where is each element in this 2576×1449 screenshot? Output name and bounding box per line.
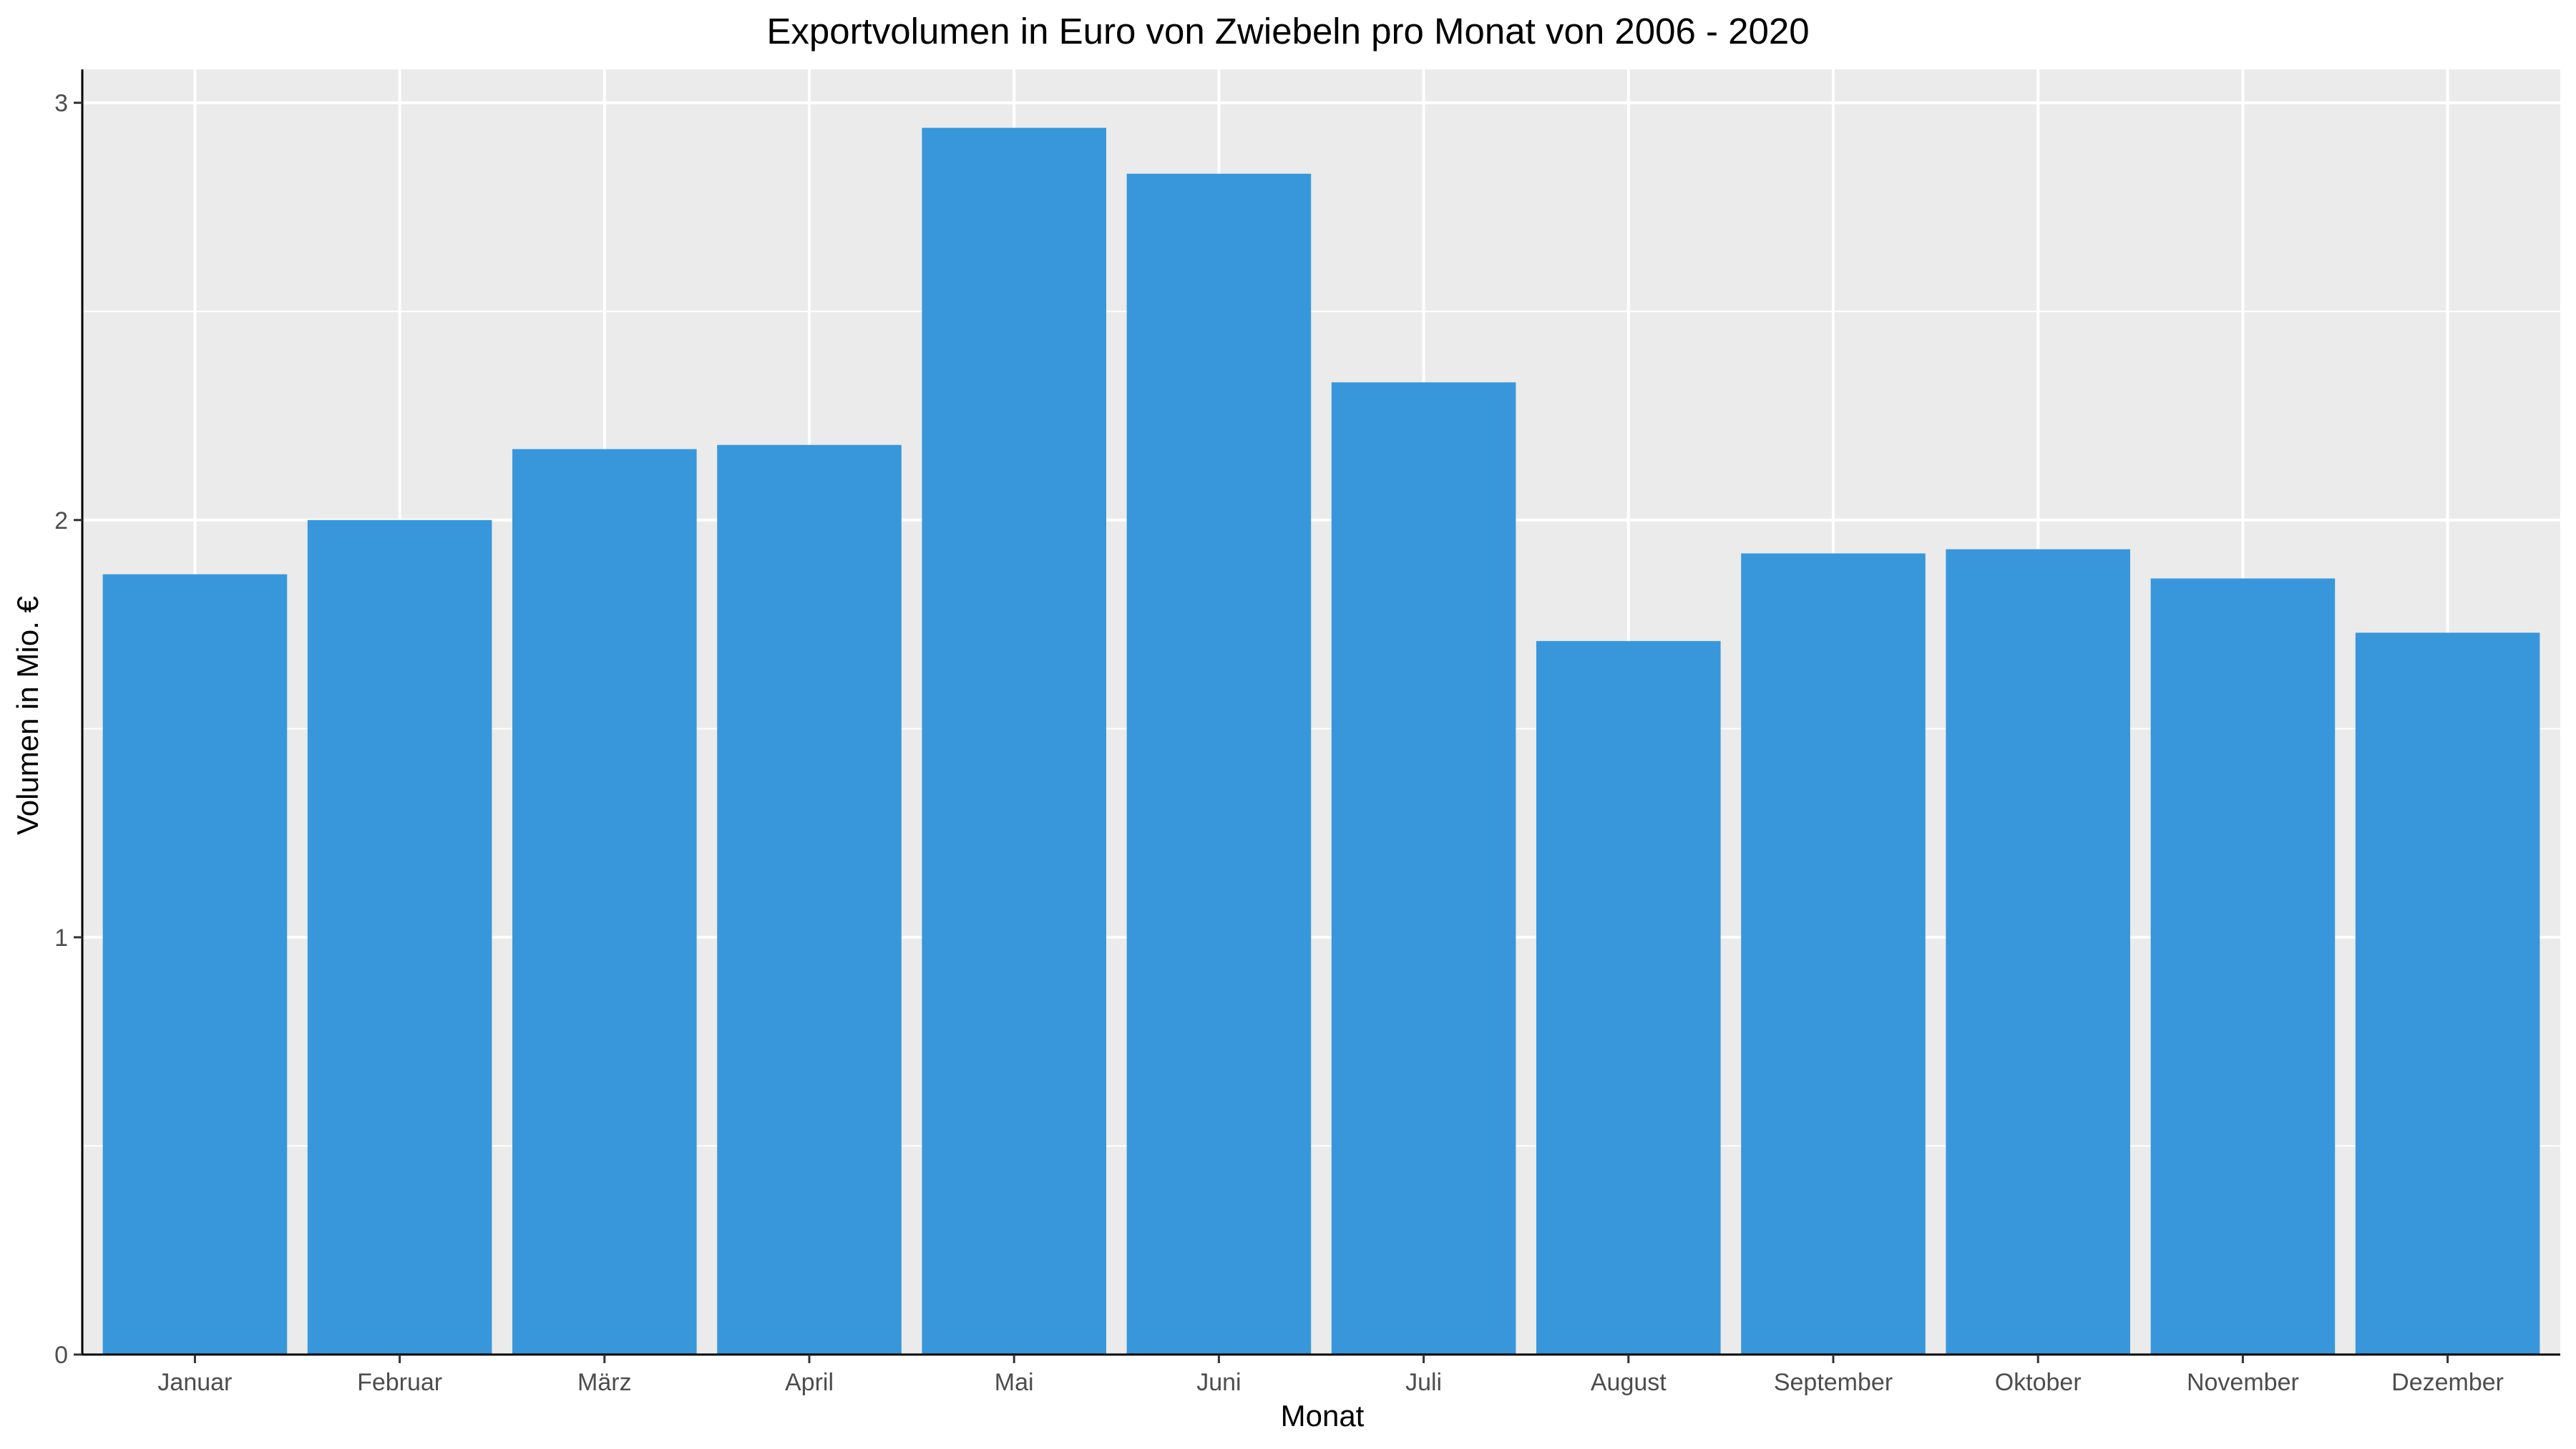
x-axis-title: Monat — [1281, 1399, 1365, 1433]
x-tick-label: Juli — [1405, 1369, 1442, 1396]
y-axis-ticks: 0 1 2 3 — [54, 90, 82, 1369]
bar-april — [717, 444, 902, 1355]
y-tick-label: 1 — [54, 924, 68, 952]
bar-januar — [102, 574, 288, 1355]
bar-juni — [1126, 173, 1312, 1355]
chart-title: Exportvolumen in Euro von Zwiebeln pro M… — [766, 11, 1809, 52]
bar-september — [1741, 553, 1926, 1355]
minor-gridlines — [82, 311, 2560, 1147]
y-tick-label: 0 — [54, 1342, 68, 1369]
plot-panel — [82, 69, 2560, 1355]
x-tick-label: Januar — [157, 1369, 232, 1396]
x-tick-label: Oktober — [1995, 1369, 2082, 1396]
y-tick-label: 2 — [54, 507, 68, 535]
axes — [81, 69, 2560, 1356]
x-tick-label: April — [785, 1369, 834, 1396]
bar-mai — [922, 127, 1106, 1355]
x-tick-label: März — [577, 1369, 632, 1396]
x-axis-ticks: Januar Februar März April Mai Juni Juli August S… — [157, 1355, 2504, 1396]
bars — [102, 127, 2540, 1355]
x-tick-label: Juni — [1196, 1369, 1241, 1396]
bar-august — [1536, 640, 1721, 1355]
bar-märz — [512, 449, 697, 1355]
bar-november — [2150, 578, 2336, 1355]
x-tick-label: November — [2187, 1369, 2299, 1396]
x-tick-label: Mai — [995, 1369, 1034, 1396]
bar-oktober — [1946, 549, 2130, 1355]
bar-dezember — [2355, 633, 2540, 1355]
x-tick-label: Dezember — [2391, 1369, 2504, 1396]
y-tick-label: 3 — [54, 90, 68, 117]
y-axis-title: Volumen in Mio. € — [11, 596, 44, 835]
x-tick-label: August — [1591, 1369, 1667, 1396]
x-tick-label: September — [1774, 1369, 1893, 1396]
bar-februar — [307, 519, 492, 1355]
x-tick-label: Februar — [357, 1369, 442, 1396]
bar-juli — [1331, 382, 1516, 1355]
